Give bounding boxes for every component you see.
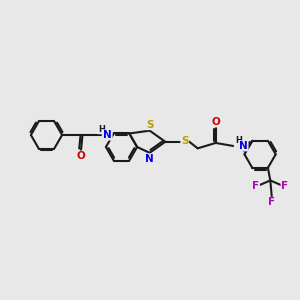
Text: F: F bbox=[252, 181, 260, 190]
Text: S: S bbox=[146, 120, 153, 130]
Text: N: N bbox=[145, 154, 154, 164]
Text: H: H bbox=[235, 136, 242, 145]
Text: H: H bbox=[98, 125, 105, 134]
Text: S: S bbox=[181, 136, 189, 146]
Text: O: O bbox=[76, 151, 85, 161]
Text: O: O bbox=[211, 117, 220, 127]
Text: F: F bbox=[281, 181, 288, 190]
Text: F: F bbox=[268, 197, 275, 207]
Text: N: N bbox=[103, 130, 112, 140]
Text: N: N bbox=[239, 141, 248, 151]
